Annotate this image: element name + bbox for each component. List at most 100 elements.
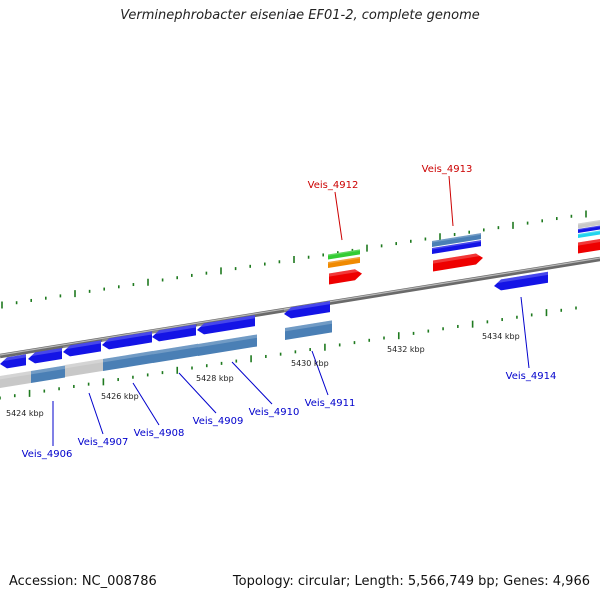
edge-red[interactable] xyxy=(578,238,600,254)
gene-4913-blue-body xyxy=(432,240,481,254)
feature-steel-5-body xyxy=(285,320,332,340)
feature-grey-2[interactable] xyxy=(65,358,103,377)
gene-label-Veis_4914[interactable]: Veis_4914 xyxy=(506,371,557,382)
gene-labels: Veis_4912 Veis_4913 Veis_4906 Veis_4907 Veis… xyxy=(22,164,557,460)
gene-4908-body xyxy=(102,331,152,350)
gene-4913[interactable] xyxy=(433,252,483,272)
gene-label-Veis_4907[interactable]: Veis_4907 xyxy=(78,437,129,448)
leader-Veis_4912 xyxy=(334,191,343,241)
leader-Veis_4909 xyxy=(178,372,217,414)
gene-4905[interactable] xyxy=(0,354,26,369)
gene-4911[interactable] xyxy=(284,301,330,319)
gene-4906-shine xyxy=(28,348,62,357)
edge-grey-body xyxy=(578,219,600,229)
gene-4908[interactable] xyxy=(102,331,152,350)
gene-4912-orange[interactable] xyxy=(328,256,360,268)
gene-4912-green-body xyxy=(328,249,360,260)
gene-4912-shine xyxy=(329,268,362,277)
gene-4906[interactable] xyxy=(28,348,62,364)
feature-grey-2-shine xyxy=(65,358,103,369)
genome-stats-text: Topology: circular; Length: 5,566,749 bp… xyxy=(232,574,590,589)
gene-label-Veis_4910[interactable]: Veis_4910 xyxy=(249,407,300,418)
feature-steel-3-shine xyxy=(153,343,198,355)
gene-4912-body xyxy=(329,269,362,285)
edge-cyan-shine xyxy=(578,230,600,236)
scale-label-2: 5428 kbp xyxy=(196,374,234,383)
feature-steel-5-shine xyxy=(285,320,332,332)
feature-steel-1[interactable] xyxy=(31,365,65,383)
gene-4914-body xyxy=(494,271,548,291)
gene-4909-body xyxy=(152,324,196,342)
gene-4913-shine xyxy=(433,252,483,264)
gene-features xyxy=(0,219,600,388)
scale-label-1: 5426 kbp xyxy=(101,392,139,401)
gene-4913-body xyxy=(433,253,483,272)
leader-Veis_4908 xyxy=(132,382,160,426)
gene-4911-shine xyxy=(284,301,330,312)
gene-label-Veis_4906[interactable]: Veis_4906 xyxy=(22,449,73,460)
gene-4905-shine xyxy=(0,354,26,362)
gene-4912-orange-body xyxy=(328,256,360,268)
scale-label-3: 5430 kbp xyxy=(291,359,329,368)
gene-4905-body xyxy=(0,354,26,369)
feature-steel-5[interactable] xyxy=(285,320,332,340)
gene-label-Veis_4909[interactable]: Veis_4909 xyxy=(193,416,244,427)
gene-label-Veis_4911[interactable]: Veis_4911 xyxy=(305,398,356,409)
gene-4912-orange-shine xyxy=(328,256,360,264)
gene-4910-body xyxy=(197,315,255,335)
scale-label-5: 5434 kbp xyxy=(482,332,520,341)
leader-Veis_4914 xyxy=(520,296,530,369)
gene-4913-steel-shine xyxy=(432,233,481,243)
scale-labels: 5424 kbp 5426 kbp 5428 kbp 5430 kbp 5432 kbp… xyxy=(6,332,520,418)
feature-grey-1-body xyxy=(0,370,31,388)
gene-4909[interactable] xyxy=(152,324,196,342)
gene-4913-steel[interactable] xyxy=(432,233,481,247)
edge-blue-shine xyxy=(578,225,600,231)
feature-steel-2-shine xyxy=(103,350,153,363)
gene-4914[interactable] xyxy=(494,271,548,292)
feature-steel-1-body xyxy=(31,365,65,383)
gene-4912-green-shine xyxy=(328,249,360,256)
edge-cyan-body xyxy=(578,230,600,238)
gene-4910-shine xyxy=(197,315,255,328)
gene-4907-shine xyxy=(63,340,101,350)
gene-4913-blue-shine xyxy=(432,240,481,250)
gene-label-Veis_4912[interactable]: Veis_4912 xyxy=(308,180,359,191)
label-leaders xyxy=(52,175,530,446)
feature-grey-1[interactable] xyxy=(0,370,31,388)
edge-red-shine xyxy=(578,238,600,246)
feature-grey-1-shine xyxy=(0,370,31,380)
feature-steel-4-shine xyxy=(198,334,257,348)
gene-4912-green[interactable] xyxy=(328,249,360,260)
gene-4910[interactable] xyxy=(197,315,255,335)
feature-steel-2-body xyxy=(103,350,153,371)
accession-text: Accession: NC_008786 xyxy=(9,574,157,589)
edge-blue[interactable] xyxy=(578,225,600,233)
feature-steel-4[interactable] xyxy=(198,334,257,356)
gene-4907[interactable] xyxy=(63,340,101,357)
feature-steel-3[interactable] xyxy=(153,343,198,363)
tick-marks xyxy=(0,210,587,400)
scale-label-4: 5432 kbp xyxy=(387,345,425,354)
leader-Veis_4907 xyxy=(88,392,104,435)
gene-label-Veis_4913[interactable]: Veis_4913 xyxy=(422,164,473,175)
gene-label-Veis_4908[interactable]: Veis_4908 xyxy=(134,428,185,439)
edge-grey[interactable] xyxy=(578,219,600,229)
edge-cyan[interactable] xyxy=(578,230,600,238)
gene-4912[interactable] xyxy=(329,268,362,285)
edge-grey-shine xyxy=(578,219,600,225)
map-title: Verminephrobacter eiseniae EF01-2, compl… xyxy=(120,8,480,23)
gene-4907-body xyxy=(63,340,101,357)
edge-red-body xyxy=(578,238,600,254)
leader-Veis_4910 xyxy=(231,361,273,405)
gene-4913-steel-body xyxy=(432,233,481,247)
feature-steel-2[interactable] xyxy=(103,350,153,371)
feature-steel-3-body xyxy=(153,343,198,363)
gene-4913-blue[interactable] xyxy=(432,240,481,254)
leader-Veis_4911 xyxy=(311,350,329,396)
gene-4909-shine xyxy=(152,324,196,335)
feature-grey-2-body xyxy=(65,358,103,377)
edge-blue-body xyxy=(578,225,600,233)
gene-4911-body xyxy=(284,301,330,319)
